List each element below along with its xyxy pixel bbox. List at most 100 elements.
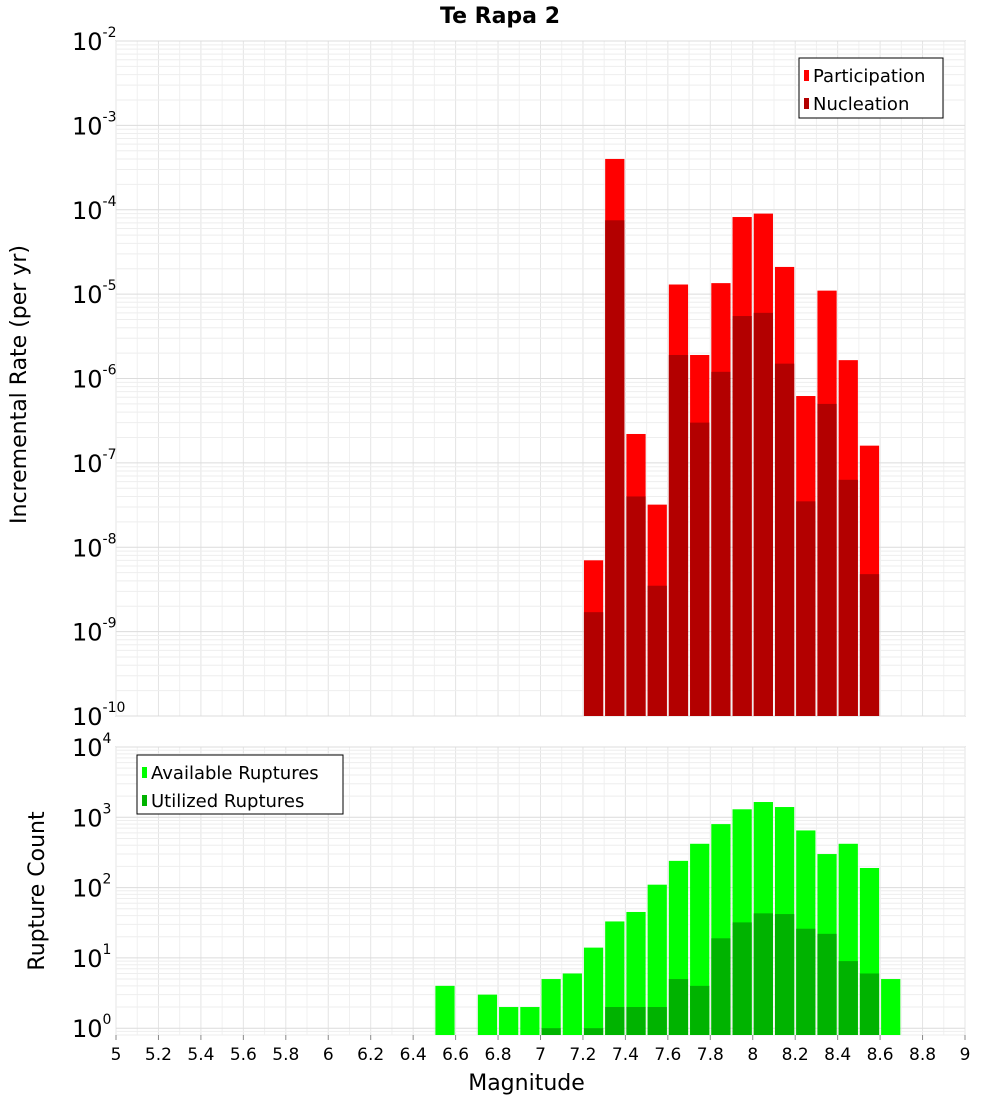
x-tick-label: 5.4 <box>187 1045 214 1065</box>
top-bars <box>583 158 880 717</box>
x-tick-label: 5.8 <box>272 1045 299 1065</box>
utilized-ruptures-bar <box>626 1007 646 1035</box>
x-tick-label: 8.8 <box>909 1045 936 1065</box>
available-ruptures-bar <box>626 911 646 1035</box>
legend-label-participation: Participation <box>813 66 925 87</box>
bottom-bars <box>435 802 901 1035</box>
top-y-tick-label: 10-7 <box>72 447 117 478</box>
nucleation-bar <box>690 422 710 716</box>
legend-label-available-ruptures: Available Ruptures <box>151 763 319 784</box>
top-y-tick-label: 10-8 <box>72 531 117 562</box>
x-tick-label: 8.6 <box>867 1045 894 1065</box>
nucleation-bar <box>838 479 858 716</box>
available-ruptures-bar <box>520 1007 540 1035</box>
utilized-ruptures-bar <box>838 961 858 1035</box>
nucleation-bar <box>859 574 880 716</box>
legend-label-utilized-ruptures: Utilized Ruptures <box>151 791 304 812</box>
nucleation-bar <box>732 316 752 716</box>
bottom-panel: 100 101 102 103 104 5 5.2 5.4 5.6 5.8 6 6.2 6.4 6.6 6… <box>25 731 970 1096</box>
x-tick-label: 8 <box>747 1045 758 1065</box>
x-tick-label: 5 <box>111 1045 122 1065</box>
x-tick-labels: 5 5.2 5.4 5.6 5.8 6 6.2 6.4 6.6 6.8 7 7.2 7.4 7.6 7.8 8… <box>111 1035 971 1065</box>
top-legend: Participation Nucleation <box>798 57 944 119</box>
utilized-ruptures-bar <box>711 938 731 1035</box>
utilized-ruptures-bar <box>541 1028 561 1035</box>
bottom-y-tick-label: 104 <box>72 731 112 762</box>
utilized-ruptures-bar <box>583 1028 604 1035</box>
top-y-tick-label: 10-9 <box>72 616 117 647</box>
bottom-y-tick-labels: 100 101 102 103 104 <box>72 731 112 1043</box>
x-tick-label: 7 <box>535 1045 546 1065</box>
top-y-tick-label: 10-2 <box>72 25 117 56</box>
bottom-y-tick-label: 101 <box>72 942 111 973</box>
nucleation-bar <box>711 371 731 716</box>
legend-swatch-utilized-ruptures <box>142 795 147 806</box>
x-tick-label: 6.4 <box>400 1045 427 1065</box>
utilized-ruptures-bar <box>753 913 773 1035</box>
bottom-y-axis-label: Rupture Count <box>25 811 50 971</box>
bottom-grid <box>115 746 966 1036</box>
x-tick-label: 8.4 <box>824 1045 851 1065</box>
utilized-ruptures-bar <box>732 922 752 1035</box>
legend-label-nucleation: Nucleation <box>813 94 909 115</box>
available-ruptures-bar <box>647 884 667 1035</box>
bottom-legend: Available Ruptures Utilized Ruptures <box>136 754 344 815</box>
bottom-y-tick-label: 100 <box>72 1012 111 1043</box>
x-tick-label: 5.6 <box>230 1045 257 1065</box>
utilized-ruptures-bar <box>668 979 689 1035</box>
x-tick-label: 5.2 <box>145 1045 172 1065</box>
x-axis-label: Magnitude <box>468 1071 585 1096</box>
top-legend-box <box>798 57 944 119</box>
top-y-tick-label: 10-3 <box>72 109 117 140</box>
nucleation-bar <box>647 585 667 716</box>
x-tick-label: 6 <box>323 1045 334 1065</box>
utilized-ruptures-bar <box>605 1007 625 1035</box>
nucleation-bar <box>605 220 625 717</box>
available-ruptures-bar <box>605 921 625 1035</box>
x-tick-label: 7.8 <box>697 1045 724 1065</box>
bottom-y-tick-label: 102 <box>72 872 111 903</box>
nucleation-bar <box>817 403 837 716</box>
utilized-ruptures-bar <box>859 973 880 1035</box>
x-tick-label: 6.8 <box>485 1045 512 1065</box>
x-tick-label: 6.2 <box>357 1045 384 1065</box>
bottom-legend-box <box>136 754 344 815</box>
available-ruptures-bar <box>562 973 582 1035</box>
top-y-axis-label: Incremental Rate (per yr) <box>7 245 32 524</box>
x-tick-label: 7.6 <box>654 1045 681 1065</box>
legend-swatch-available-ruptures <box>142 767 147 778</box>
top-panel: 10-10 10-9 10-8 10-7 10-6 10-5 10-4 10-3 10-2 In… <box>7 25 966 731</box>
x-tick-label: 8.2 <box>782 1045 809 1065</box>
available-ruptures-bar <box>477 994 498 1035</box>
utilized-ruptures-bar <box>817 933 837 1035</box>
available-ruptures-bar <box>499 1007 519 1035</box>
legend-swatch-participation <box>804 70 809 81</box>
top-grid <box>115 40 966 717</box>
x-tick-label: 7.4 <box>612 1045 639 1065</box>
nucleation-bar <box>626 496 646 716</box>
x-tick-label: 6.6 <box>442 1045 469 1065</box>
top-y-tick-label: 10-10 <box>72 700 125 731</box>
x-tick-label: 9 <box>960 1045 971 1065</box>
utilized-ruptures-bar <box>796 928 816 1035</box>
available-ruptures-bar <box>541 979 561 1035</box>
top-y-tick-label: 10-5 <box>72 278 117 309</box>
nucleation-bar <box>796 501 816 716</box>
top-y-tick-label: 10-4 <box>72 194 117 225</box>
nucleation-bar <box>668 354 689 716</box>
nucleation-bar <box>774 363 795 716</box>
utilized-ruptures-bar <box>774 914 795 1035</box>
available-ruptures-bar <box>435 985 455 1035</box>
available-ruptures-bar <box>881 979 901 1035</box>
utilized-ruptures-bar <box>647 1007 667 1035</box>
nucleation-bar <box>583 612 604 716</box>
chart-title: Te Rapa 2 <box>440 4 560 29</box>
available-ruptures-bar <box>583 947 604 1035</box>
nucleation-bar <box>753 312 773 716</box>
x-tick-label: 7.2 <box>569 1045 596 1065</box>
top-y-tick-label: 10-6 <box>72 363 117 394</box>
bottom-y-tick-label: 103 <box>72 801 111 832</box>
legend-swatch-nucleation <box>804 98 809 109</box>
top-y-tick-labels: 10-10 10-9 10-8 10-7 10-6 10-5 10-4 10-3 10-2 <box>72 25 125 731</box>
